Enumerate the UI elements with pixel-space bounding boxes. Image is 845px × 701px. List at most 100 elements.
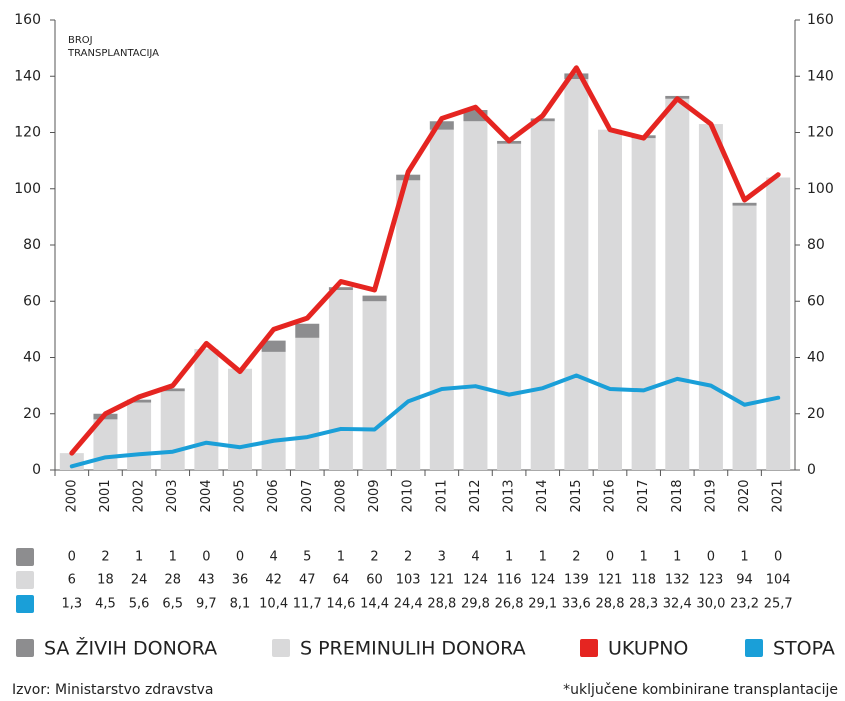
table-value: 23,2 — [730, 597, 759, 612]
y2-tick-label: 0 — [807, 462, 816, 478]
y-tick-label: 80 — [23, 237, 41, 253]
y-tick-label: 140 — [14, 68, 41, 84]
bar — [261, 340, 286, 352]
x-tick-label: 2007 — [300, 479, 315, 512]
bar — [732, 202, 757, 206]
bar — [362, 295, 387, 302]
bar — [530, 121, 555, 470]
y-label: TRANSPLANTACIJA — [67, 48, 159, 59]
bar — [328, 287, 353, 290]
y2-tick-label: 40 — [807, 350, 825, 366]
x-tick-label: 2002 — [132, 479, 147, 512]
x-tick-label: 2021 — [771, 479, 786, 512]
x-tick-label: 2000 — [64, 479, 79, 512]
bar — [194, 349, 219, 470]
bar — [396, 180, 421, 470]
legend-label: SA ŽIVIH DONORA — [44, 637, 217, 660]
y2-tick-label: 80 — [807, 237, 825, 253]
table-value: 3 — [438, 550, 446, 565]
table-value: 25,7 — [764, 597, 793, 612]
bar — [362, 301, 387, 470]
table-value: 103 — [396, 573, 421, 588]
legend-key — [272, 639, 290, 657]
table-value: 2 — [404, 550, 412, 565]
table-value: 42 — [265, 573, 282, 588]
bar — [598, 129, 622, 470]
x-tick-label: 2001 — [98, 479, 113, 512]
table-value: 10,4 — [259, 597, 288, 612]
source: Izvor: Ministarstvo zdravstva — [12, 682, 213, 698]
table-value: 0 — [68, 550, 76, 565]
bar — [463, 121, 488, 470]
legend-label: S PREMINULIH DONORA — [300, 638, 526, 660]
x-tick-label: 2012 — [468, 479, 483, 512]
table-value: 94 — [736, 573, 753, 588]
table-value: 104 — [766, 573, 791, 588]
bar — [93, 419, 118, 470]
table-value: 1 — [505, 550, 513, 565]
table-value: 0 — [202, 550, 210, 565]
table-value: 28,8 — [427, 597, 456, 612]
table-value: 28,3 — [629, 597, 658, 612]
y-tick-label: 20 — [23, 406, 41, 422]
x-tick-label: 2019 — [703, 479, 718, 512]
x-tick-label: 2011 — [434, 479, 449, 512]
table-value: 139 — [564, 573, 589, 588]
table-key — [16, 595, 34, 613]
y2-tick-label: 120 — [807, 125, 834, 141]
table-value: 26,8 — [495, 597, 524, 612]
table-value: 18 — [97, 573, 114, 588]
table-value: 2 — [101, 550, 109, 565]
bar — [766, 177, 791, 470]
table-value: 30,0 — [696, 597, 725, 612]
y2-tick-label: 160 — [807, 12, 834, 28]
x-tick-label: 2017 — [636, 479, 651, 512]
y-tick-label: 60 — [23, 293, 41, 309]
table-value: 29,1 — [528, 597, 557, 612]
table-value: 24,4 — [394, 597, 423, 612]
x-tick-label: 2013 — [502, 479, 517, 512]
bar — [295, 323, 320, 338]
table-key — [16, 571, 34, 589]
table-value: 32,4 — [663, 597, 692, 612]
table-value: 33,6 — [562, 597, 591, 612]
bar — [261, 351, 286, 470]
y-tick-label: 100 — [14, 181, 41, 197]
bar — [429, 121, 454, 130]
y-tick-label: 0 — [32, 462, 41, 478]
line — [69, 65, 781, 456]
x-tick-label: 2016 — [603, 479, 618, 512]
table-value: 1 — [539, 550, 547, 565]
table-value: 24 — [131, 573, 148, 588]
table-value: 11,7 — [293, 597, 322, 612]
x-tick-label: 2010 — [401, 479, 416, 512]
x-tick-label: 2005 — [233, 479, 248, 512]
table-value: 121 — [598, 573, 623, 588]
table-value: 43 — [198, 573, 215, 588]
x-tick-label: 2008 — [333, 479, 348, 512]
bar — [564, 73, 589, 80]
legend-key — [16, 639, 34, 657]
x-tick-label: 2003 — [165, 479, 180, 512]
table-value: 2 — [572, 550, 580, 565]
bar — [160, 388, 185, 392]
table-value: 29,8 — [461, 597, 490, 612]
bar — [295, 337, 320, 470]
bar — [698, 124, 723, 470]
legend-key — [580, 639, 598, 657]
table-key — [16, 548, 34, 566]
bar — [564, 79, 589, 470]
table-value: 121 — [429, 573, 454, 588]
table-value: 0 — [606, 550, 614, 565]
note: *uključene kombinirane transplantacije — [563, 682, 838, 698]
table-value: 124 — [463, 573, 488, 588]
y-tick-label: 160 — [14, 12, 41, 28]
table-value: 28,8 — [596, 597, 625, 612]
bar — [530, 118, 555, 122]
table-value: 8,1 — [230, 597, 251, 612]
bar — [160, 391, 185, 470]
table-value: 118 — [631, 573, 656, 588]
bar — [127, 402, 152, 470]
bar — [631, 138, 656, 470]
